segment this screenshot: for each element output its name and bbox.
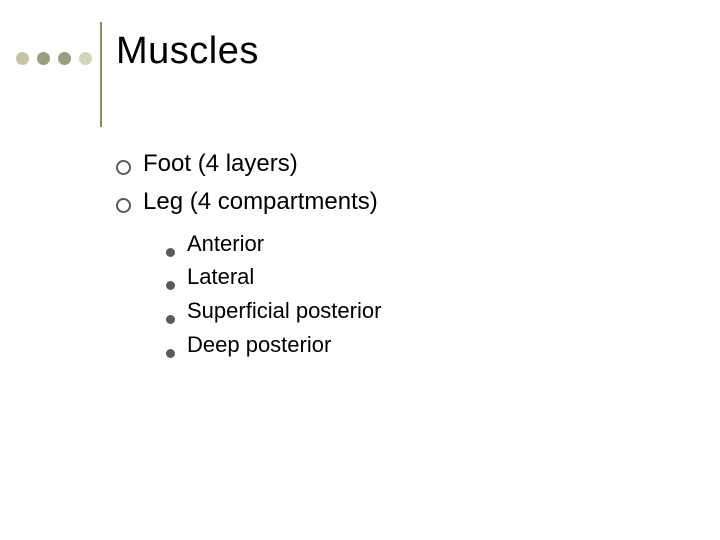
- sub-list-item: Superficial posterior: [166, 296, 381, 326]
- slide-title: Muscles: [116, 30, 259, 73]
- sub-list-item-text: Superficial posterior: [187, 296, 381, 326]
- slide: Muscles Foot (4 layers) Leg (4 compartme…: [0, 0, 720, 540]
- sub-list-item-text: Deep posterior: [187, 330, 331, 360]
- disc-bullet-icon: [166, 315, 175, 324]
- sub-list-item-text: Lateral: [187, 262, 254, 292]
- list-item-text: Foot (4 layers): [143, 148, 298, 180]
- decor-dot: [16, 52, 29, 65]
- disc-bullet-icon: [166, 248, 175, 257]
- decor-dot: [58, 52, 71, 65]
- list-item-text: Leg (4 compartments): [143, 186, 378, 218]
- sub-list: Anterior Lateral Superficial posterior D…: [166, 229, 381, 360]
- decor-dots: [16, 52, 92, 65]
- disc-bullet-icon: [166, 281, 175, 290]
- ring-bullet-icon: [116, 198, 131, 213]
- ring-bullet-icon: [116, 160, 131, 175]
- decor-dot: [79, 52, 92, 65]
- sub-list-item: Lateral: [166, 262, 381, 292]
- list-item: Foot (4 layers): [116, 148, 381, 180]
- title-divider: [100, 22, 102, 127]
- disc-bullet-icon: [166, 349, 175, 358]
- list-item: Leg (4 compartments): [116, 186, 381, 218]
- slide-content: Foot (4 layers) Leg (4 compartments) Ant…: [116, 148, 381, 364]
- sub-list-item: Anterior: [166, 229, 381, 259]
- decor-dot: [37, 52, 50, 65]
- sub-list-item-text: Anterior: [187, 229, 264, 259]
- sub-list-item: Deep posterior: [166, 330, 381, 360]
